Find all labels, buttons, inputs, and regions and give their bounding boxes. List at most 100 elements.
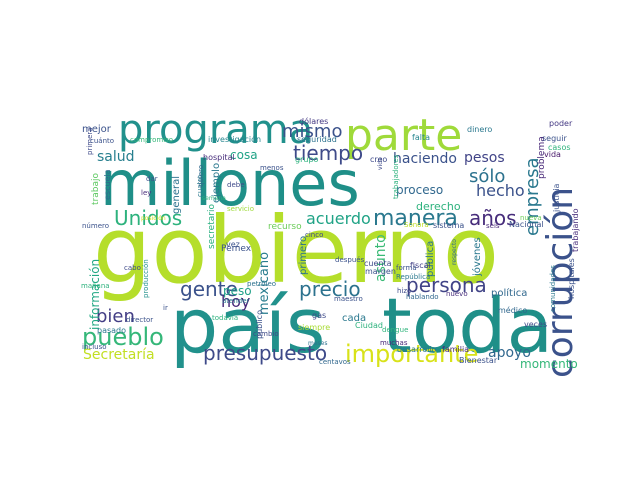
cloud-word: compromiso [130,136,173,144]
cloud-word: primera [86,127,94,155]
cloud-word: mejor [82,124,112,135]
cloud-word: años [469,206,517,230]
cloud-word: pasado [97,326,126,335]
cloud-word: siempre [298,323,330,332]
cloud-word: Ciudad [355,321,383,330]
cloud-word: cosa [230,148,258,162]
cloud-word: secretario [207,204,217,249]
cloud-word: incluso [82,343,107,351]
cloud-word: cuatro [196,175,204,197]
cloud-word: bien [96,306,135,327]
cloud-word: Unidos [114,206,182,230]
cloud-word: número [82,222,109,230]
cloud-word: todavía [212,314,238,322]
cloud-word: haciendo [393,151,457,167]
cloud-word: país [170,281,326,370]
cloud-word: dengue [382,326,408,334]
cloud-word: debe [227,181,245,189]
cloud-word: médico [498,305,527,315]
cloud-word: cinco [305,231,323,239]
cloud-word: grupo [295,155,319,164]
cloud-word: gas [312,311,326,320]
cloud-word: dinero [467,125,492,134]
cloud-word: mañana [81,282,110,290]
cloud-word: familia [442,345,469,354]
cloud-word: pueblo [82,323,164,351]
cloud-word: trabajo [91,173,101,205]
cloud-word: hizo [397,287,411,295]
cloud-word: derecho [416,200,461,213]
cloud-word: hecho [476,181,525,200]
cloud-word: semana [202,195,226,202]
cloud-word: asunto [373,234,389,282]
cloud-word: desarrollo [397,345,437,354]
cloud-word: acuerdo [306,209,371,228]
cloud-word: precio [299,277,361,301]
cloud-word: producción [142,259,150,298]
cloud-word: forma [396,264,417,272]
cloud-word: quiero [197,165,205,187]
cloud-word: posición [141,215,166,222]
cloud-word: dólares [299,116,328,126]
cloud-word: momento [520,357,578,371]
cloud-word: fiscal [410,261,431,270]
cloud-word: empresa [522,157,543,236]
cloud-word: pesos [464,150,505,166]
cloud-word: hospitales [567,258,576,299]
cloud-word: República [396,273,430,281]
cloud-word: hospital [203,153,235,162]
cloud-word: seguir [542,134,567,143]
cloud-word: petróleo [247,280,276,288]
cloud-word: vida [544,150,561,159]
cloud-word: seguridad [297,135,337,144]
cloud-word: Sonora [404,221,429,229]
cloud-word: comunidades [549,265,557,312]
cloud-word: jóvenes [471,237,483,277]
cloud-word: veces [524,320,547,329]
cloud-word: salud [97,149,135,165]
cloud-word: ir [163,304,168,312]
cloud-word: Bienestar [459,356,498,365]
cloud-word: sólo [469,166,505,187]
cloud-word: gente [180,277,238,301]
cloud-word: tiempo [293,141,363,165]
cloud-word: Nacional [509,220,544,229]
cloud-word: director [126,316,153,324]
cloud-word: manera [373,206,458,231]
cloud-word: recurso [268,222,302,232]
cloud-word: escuela [103,169,112,200]
cloud-word: presupuesto [203,341,327,365]
cloud-word: problema [537,136,547,179]
cloud-word: cuenta [364,259,392,268]
cloud-word: maestro [334,295,363,303]
cloud-word: sistema [433,221,464,230]
cloud-word: investigación [208,134,261,144]
cloud-word: menos [260,164,284,172]
cloud-word: meses [308,340,327,347]
cloud-word: después [335,256,365,264]
cloud-word: trabajadores [392,154,400,199]
cloud-word: persona [406,273,487,297]
cloud-word: información [88,259,102,330]
cloud-word: gobierno [93,197,499,304]
cloud-word: trabajando [571,208,580,252]
cloud-word: dar [146,175,158,183]
cloud-word: programa [118,107,313,153]
cloud-word: creo [370,155,387,164]
cloud-word: servicio [227,205,254,213]
cloud-word: nuevo [446,290,468,298]
cloud-word: Pemex [221,244,252,254]
cloud-word: cambio [253,330,279,338]
cloud-word: pública [424,241,436,277]
cloud-word: millones [100,147,360,220]
cloud-canvas [79,117,581,369]
cloud-word: toda [382,281,553,370]
cloud-word: seis [486,222,500,230]
cloud-word: atender [222,297,250,305]
cloud-word: público [255,310,264,339]
cloud-word: vida [377,157,384,170]
cloud-word: general [171,176,182,214]
cloud-word: cabo [124,264,141,272]
